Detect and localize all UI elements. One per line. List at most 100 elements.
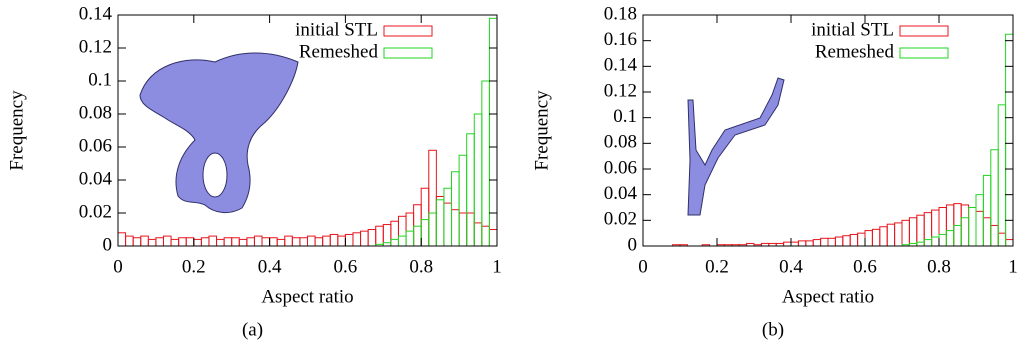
histogram-bar <box>474 114 482 246</box>
histogram-bar <box>444 203 452 246</box>
histogram-bar <box>954 225 961 246</box>
histogram-bar <box>391 221 399 246</box>
histogram-bar <box>467 134 475 246</box>
histogram-bar <box>209 236 217 246</box>
y-tick-label: 0.18 <box>604 3 637 24</box>
histogram-bar <box>858 233 865 246</box>
y-tick-label: 0.06 <box>604 157 637 178</box>
x-tick-label: 0.2 <box>182 256 206 277</box>
y-tick-label: 0.06 <box>79 135 112 156</box>
histogram-bar <box>285 236 293 246</box>
histogram-bar <box>262 238 270 246</box>
histogram-bar <box>924 213 931 246</box>
histogram-bar <box>345 234 353 246</box>
y-tick-label: 0.08 <box>604 132 637 153</box>
histogram-bar <box>821 238 828 246</box>
histogram-bar <box>391 239 399 246</box>
histogram-bar <box>201 238 209 246</box>
histogram-bar <box>932 210 939 246</box>
histogram-bar <box>991 225 998 246</box>
histogram-bar <box>917 242 924 246</box>
histogram-bar <box>239 239 247 246</box>
histogram-bar <box>939 234 946 246</box>
histogram-bar <box>406 213 414 246</box>
y-tick-label: 0.14 <box>604 55 638 76</box>
histogram-bar <box>946 231 953 246</box>
legend-label: Remeshed <box>815 41 895 62</box>
x-tick-label: 0.8 <box>409 256 433 277</box>
histogram-bar <box>414 226 422 246</box>
histogram-bar <box>323 236 331 246</box>
x-axis-label: Aspect ratio <box>782 286 874 307</box>
histogram-bar <box>141 236 149 246</box>
legend-swatch <box>900 48 948 58</box>
histogram-bar <box>784 242 791 246</box>
caption: (b) <box>762 319 784 340</box>
y-tick-label: 0.16 <box>604 29 637 50</box>
histogram-bar <box>429 213 437 246</box>
histogram-bar <box>414 205 422 246</box>
x-tick-label: 0 <box>638 256 648 277</box>
y-tick-label: 0.02 <box>79 201 112 222</box>
y-tick-label: 0.12 <box>79 36 112 57</box>
x-tick-label: 0.6 <box>334 256 358 277</box>
histogram-bar <box>270 238 278 246</box>
histogram-bar <box>880 227 887 246</box>
mesh-vessel <box>688 78 784 215</box>
histogram-bar <box>998 233 1005 246</box>
histogram-bar <box>976 195 983 246</box>
histogram-bar <box>308 236 316 246</box>
histogram-bar <box>969 208 976 247</box>
histogram-bar <box>917 215 924 246</box>
histogram-bar <box>459 155 467 246</box>
legend-label: initial STL <box>295 19 378 40</box>
histogram-bar <box>186 238 194 246</box>
histogram-bar <box>436 200 444 246</box>
x-tick-label: 0.8 <box>927 256 951 277</box>
histogram-bar <box>444 188 452 246</box>
legend-swatch <box>384 26 432 36</box>
x-tick-label: 0.4 <box>258 256 282 277</box>
y-tick-label: 0 <box>103 234 113 255</box>
histogram-bar <box>482 226 490 246</box>
histogram-bar <box>156 238 164 246</box>
histogram-bar <box>791 242 798 246</box>
histogram-bar <box>171 239 179 246</box>
histogram-bar <box>421 220 429 246</box>
histogram-bar <box>902 220 909 246</box>
histogram-bar <box>828 238 835 246</box>
histogram-bar <box>887 224 894 246</box>
histogram-bar <box>148 239 156 246</box>
histogram-bar <box>315 238 323 246</box>
histogram-bar <box>798 241 805 246</box>
y-axis-label: Frequency <box>6 90 27 171</box>
histogram-bar <box>924 240 931 246</box>
histogram-bar <box>338 236 346 246</box>
histogram-bar <box>459 213 467 246</box>
histogram-bar <box>489 230 497 247</box>
histogram-bar <box>436 197 444 247</box>
histogram-bar <box>163 236 171 246</box>
histogram-bar <box>998 105 1005 246</box>
histogram-bar <box>254 236 262 246</box>
caption: (a) <box>242 319 263 340</box>
figure: 00.020.040.060.080.10.120.1400.20.40.60.… <box>0 0 1018 352</box>
histogram-bar <box>330 234 338 246</box>
x-axis-label: Aspect ratio <box>261 286 353 307</box>
histogram-bar <box>850 234 857 246</box>
histogram-bar <box>835 237 842 246</box>
histogram-bar <box>969 208 976 247</box>
histogram-bar <box>961 218 968 246</box>
x-tick-label: 1 <box>492 256 502 277</box>
histogram-bar <box>939 208 946 247</box>
histogram-bar <box>429 150 437 246</box>
y-tick-label: 0.02 <box>604 209 637 230</box>
histogram-bar <box>292 238 300 246</box>
histogram-bar <box>872 229 879 246</box>
histogram-bar <box>217 239 225 246</box>
histogram-bar <box>118 233 126 246</box>
x-tick-label: 0.6 <box>853 256 877 277</box>
x-tick-label: 0.2 <box>705 256 729 277</box>
histogram-bar <box>946 205 953 246</box>
y-tick-label: 0.1 <box>88 69 112 90</box>
